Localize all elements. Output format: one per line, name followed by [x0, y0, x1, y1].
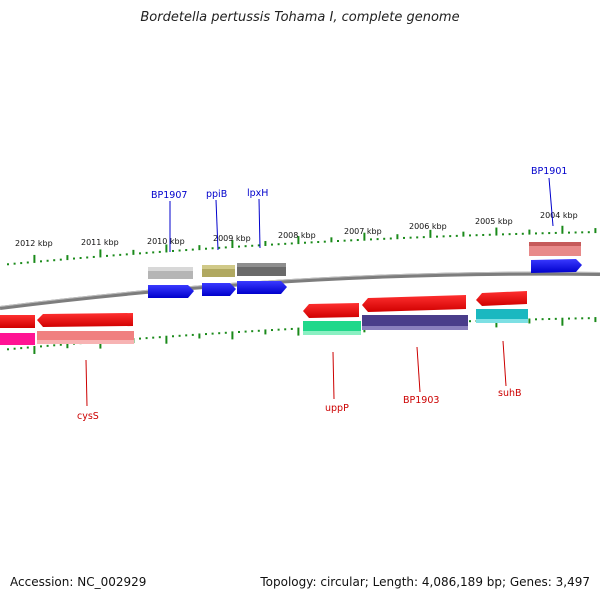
gene-label-suhb[interactable]: suhB	[498, 388, 522, 399]
upper-features	[148, 242, 582, 298]
gene-arrow-cyss[interactable]	[37, 313, 133, 327]
gene-label-lpxh[interactable]: lpxH	[247, 188, 268, 199]
gene-arrow-bp1907[interactable]	[148, 285, 194, 298]
feature-bar-magenta[interactable]	[0, 333, 35, 345]
scale-label: 2012 kbp	[15, 239, 53, 248]
gene-arrow-uppp[interactable]	[303, 303, 359, 318]
genome-backbone	[0, 271, 600, 310]
accession-text: Accession: NC_002929	[10, 575, 147, 589]
gene-label-ppib[interactable]: ppiB	[206, 189, 227, 200]
gene-arrow-lpxh[interactable]	[237, 281, 287, 294]
gene-label-bp1901[interactable]: BP1901	[531, 166, 567, 177]
gene-labels: BP1907 ppiB lpxH BP1901 cysS uppP BP1903…	[77, 166, 567, 422]
gene-label-bp1907[interactable]: BP1907	[151, 190, 187, 201]
gene-label-bp1903[interactable]: BP1903	[403, 395, 439, 406]
gene-arrow-cyss-left[interactable]	[0, 315, 35, 328]
scale-label: 2005 kbp	[475, 217, 513, 226]
scale-label: 2008 kbp	[278, 231, 316, 240]
gene-label-uppp[interactable]: uppP	[325, 403, 349, 414]
label-leaders	[85, 177, 554, 407]
gene-arrow-suhb[interactable]	[476, 291, 527, 306]
scale-label: 2007 kbp	[344, 227, 382, 236]
gene-arrow-ppib[interactable]	[202, 283, 236, 296]
scale-label: 2011 kbp	[81, 238, 119, 247]
scale-label: 2010 kbp	[147, 237, 185, 246]
gene-label-cyss[interactable]: cysS	[77, 411, 99, 422]
upper-scale-ruler	[7, 225, 597, 266]
lower-features	[0, 291, 528, 345]
gene-arrow-bp1901[interactable]	[531, 259, 582, 273]
scale-labels: 2012 kbp 2011 kbp 2010 kbp 2009 kbp 2008…	[15, 211, 578, 248]
scale-label: 2009 kbp	[213, 234, 251, 243]
genome-summary-text: Topology: circular; Length: 4,086,189 bp…	[260, 575, 590, 589]
gene-arrow-bp1903[interactable]	[362, 295, 466, 312]
scale-label: 2004 kbp	[540, 211, 578, 220]
scale-label: 2006 kbp	[409, 222, 447, 231]
map-title: Bordetella pertussis Tohama I, complete …	[140, 10, 460, 25]
